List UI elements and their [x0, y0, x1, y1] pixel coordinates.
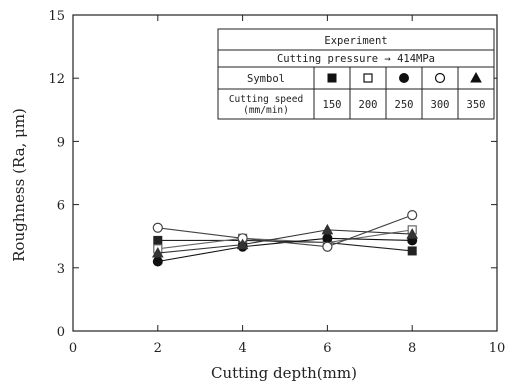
y-tick-label: 0	[57, 325, 65, 340]
legend-speed-unit: (mm/min)	[243, 105, 289, 116]
y-tick-label: 12	[48, 72, 65, 87]
x-tick-label: 2	[154, 341, 162, 356]
legend-symbol-250	[399, 73, 409, 83]
legend-speed-300: 300	[431, 99, 450, 111]
legend-cells: 150 200 250 300 350	[323, 71, 486, 111]
data-point	[406, 228, 419, 239]
data-point	[152, 222, 163, 233]
data-point	[153, 235, 163, 245]
legend-speed-label: Cutting speed	[229, 94, 303, 105]
series-speed-350	[151, 223, 419, 258]
series-speed-300	[152, 210, 418, 252]
x-tick-label: 0	[69, 341, 77, 356]
data-point	[321, 223, 334, 235]
data-point	[322, 241, 333, 252]
series-layer	[151, 210, 419, 267]
series-line	[157, 239, 413, 252]
series-line	[157, 229, 413, 250]
y-tick-label: 6	[57, 199, 65, 214]
series-line	[157, 229, 413, 254]
plot-area-border	[72, 14, 498, 332]
y-tick-label: 9	[57, 135, 65, 150]
legend-symbol-200	[363, 73, 373, 83]
x-tick-label: 8	[408, 341, 416, 356]
legend-speed-200: 200	[359, 99, 378, 111]
plot-frame	[72, 14, 498, 332]
series-line	[157, 214, 413, 248]
x-tick-label: 10	[489, 341, 506, 356]
y-axis-title: Roughness (Ra, μm)	[10, 108, 28, 262]
y-tick-label: 3	[57, 262, 65, 277]
legend-condition: Cutting pressure → 414MPa	[277, 53, 435, 65]
data-point	[152, 256, 163, 267]
legend-symbol-150	[327, 73, 337, 83]
legend-speed-150: 150	[323, 99, 342, 111]
legend-frame	[217, 28, 495, 120]
x-tick-label: 6	[323, 341, 331, 356]
legend-symbol-350	[470, 71, 482, 83]
legend-speed-250: 250	[395, 99, 414, 111]
data-point	[407, 246, 417, 256]
legend-symbol-300	[434, 72, 446, 84]
data-point	[407, 210, 418, 221]
legend-speed-350: 350	[467, 99, 486, 111]
legend-title: Experiment	[324, 35, 387, 47]
data-point	[322, 233, 333, 244]
x-axis-ticks: 0 2 4 6 8 10	[69, 15, 505, 356]
y-axis-ticks: 0 3 6 9 12 15	[48, 9, 497, 340]
data-point	[236, 238, 249, 250]
y-tick-label: 15	[48, 9, 65, 24]
x-tick-label: 4	[238, 341, 246, 356]
x-axis-title: Cutting depth(mm)	[211, 364, 357, 382]
legend-table: Experiment Cutting pressure → 414MPa Sym…	[217, 28, 495, 120]
data-point	[151, 247, 164, 258]
legend-symbol-label: Symbol	[247, 73, 285, 85]
